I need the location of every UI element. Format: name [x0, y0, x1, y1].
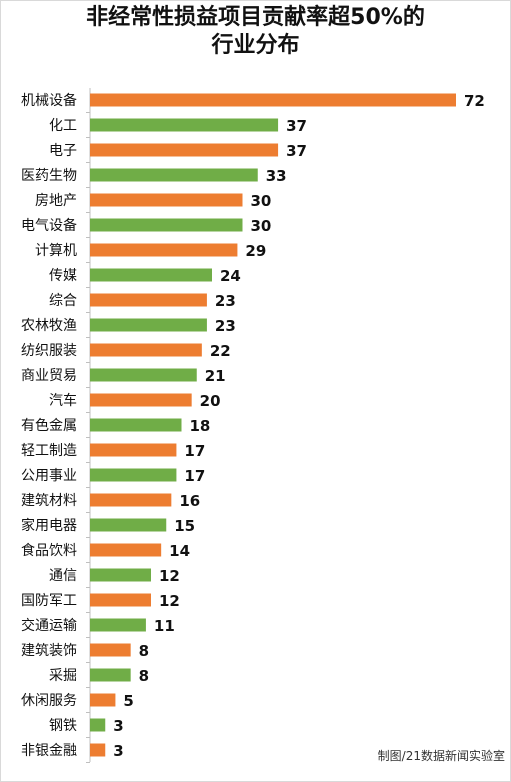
data-label: 16 [179, 492, 200, 510]
bar [90, 143, 279, 157]
category-label: 电气设备 [21, 217, 77, 234]
data-label: 17 [184, 442, 205, 460]
data-label: 14 [169, 542, 190, 560]
category-label: 计算机 [35, 243, 77, 259]
category-label: 机械设备 [21, 92, 77, 109]
data-label: 21 [205, 367, 226, 385]
bar [90, 418, 182, 432]
data-label: 29 [245, 242, 266, 260]
category-label: 有色金属 [21, 417, 77, 434]
category-label: 建筑材料 [21, 493, 77, 509]
category-label: 采掘 [49, 668, 77, 684]
category-label: 电子 [49, 143, 77, 159]
category-label: 商业贸易 [21, 368, 77, 384]
bar [90, 168, 258, 182]
category-label: 医药生物 [21, 168, 77, 184]
bar [90, 218, 243, 232]
bar [90, 343, 202, 357]
bar [90, 518, 167, 532]
data-label: 3 [113, 742, 123, 760]
data-label: 33 [266, 167, 287, 185]
chart-title-line-2: 行业分布 [211, 33, 300, 58]
bar [90, 568, 151, 582]
bar [90, 593, 151, 607]
data-label: 20 [200, 392, 221, 410]
category-label: 综合 [49, 293, 77, 309]
bar [90, 468, 177, 482]
chart-title-line-1: 非经常性损益项目贡献率超50%的 [86, 5, 425, 30]
bar [90, 368, 197, 382]
data-label: 23 [215, 292, 236, 310]
data-label: 8 [139, 642, 149, 660]
category-label: 交通运输 [21, 617, 77, 634]
bar [90, 318, 207, 332]
bar [90, 293, 207, 307]
bar [90, 668, 131, 682]
category-label: 非银金融 [21, 743, 77, 759]
data-label: 22 [210, 342, 231, 360]
data-label: 11 [154, 617, 175, 635]
data-label: 8 [139, 667, 149, 685]
category-label: 休闲服务 [21, 693, 77, 709]
data-label: 3 [113, 717, 123, 735]
category-label: 通信 [49, 568, 77, 584]
bar [90, 743, 106, 757]
bar [90, 693, 116, 707]
bar [90, 243, 238, 257]
category-label: 农林牧渔 [21, 318, 77, 334]
category-label: 钢铁 [49, 718, 77, 734]
bar [90, 618, 146, 632]
bar [90, 93, 456, 107]
data-label: 15 [174, 517, 195, 535]
bar [90, 543, 162, 557]
category-label: 公用事业 [21, 468, 77, 484]
bar [90, 193, 243, 207]
data-label: 30 [251, 192, 272, 210]
bar [90, 393, 192, 407]
category-label: 传媒 [49, 268, 77, 284]
data-label: 72 [464, 92, 485, 110]
data-label: 23 [215, 317, 236, 335]
bar [90, 643, 131, 657]
data-label: 30 [251, 217, 272, 235]
category-label: 化工 [49, 118, 77, 134]
category-label: 建筑装饰 [21, 643, 77, 659]
bar [90, 718, 106, 732]
data-label: 24 [220, 267, 241, 285]
category-label: 轻工制造 [21, 443, 77, 459]
category-label: 纺织服装 [21, 343, 77, 359]
data-label: 5 [123, 692, 133, 710]
source-credit: 制图/21数据新闻实验室 [377, 749, 505, 763]
data-label: 37 [286, 117, 307, 135]
category-label: 汽车 [49, 392, 77, 409]
chart-title: 非经常性损益项目贡献率超50%的 行业分布 [0, 4, 511, 60]
data-label: 17 [184, 467, 205, 485]
data-label: 12 [159, 592, 180, 610]
bar [90, 493, 172, 507]
data-label: 37 [286, 142, 307, 160]
data-label: 18 [190, 417, 211, 435]
category-label: 房地产 [35, 193, 77, 209]
category-label: 国防军工 [21, 593, 77, 609]
bar [90, 268, 212, 282]
bar [90, 118, 279, 132]
category-label: 家用电器 [21, 517, 77, 534]
data-label: 12 [159, 567, 180, 585]
category-label: 食品饮料 [21, 542, 77, 559]
bar [90, 443, 177, 457]
